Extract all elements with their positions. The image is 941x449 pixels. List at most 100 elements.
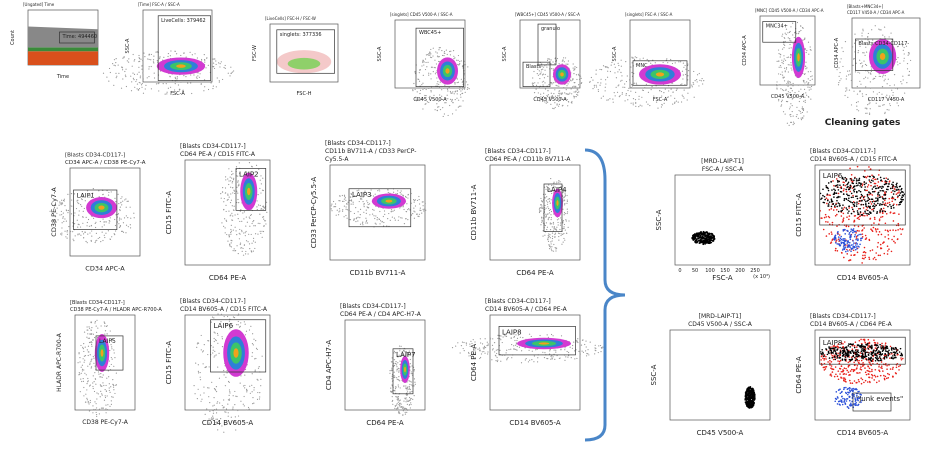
event-dot — [256, 209, 258, 211]
event-dot — [566, 85, 568, 87]
event-dot — [562, 228, 564, 230]
event-dot — [547, 75, 549, 77]
y-axis-label: CD11b BV711-A — [470, 184, 478, 240]
event-dot — [857, 71, 859, 73]
event-dot — [244, 235, 246, 237]
event-dot — [861, 183, 864, 185]
event-dot — [104, 330, 107, 332]
x-axis-label: CD45 V500-A — [413, 97, 447, 103]
event-dot — [846, 208, 849, 211]
event-dot — [853, 204, 856, 207]
event-dot — [410, 371, 412, 373]
event-dot — [408, 385, 410, 388]
event-dot — [332, 200, 335, 203]
gate — [543, 183, 563, 232]
event-dot — [545, 222, 548, 224]
event-dot — [862, 52, 864, 54]
event-dot — [479, 338, 481, 340]
event-dot — [213, 67, 216, 70]
event-dot — [850, 196, 853, 199]
event-dot — [349, 219, 352, 221]
event-dot — [895, 185, 898, 187]
event-dot — [569, 346, 571, 348]
event-dot — [56, 207, 58, 209]
event-dot — [823, 216, 826, 219]
event-dot — [902, 75, 904, 77]
event-dot — [849, 178, 852, 180]
event-dot — [165, 83, 167, 85]
event-dot — [99, 384, 101, 386]
event-dot — [125, 75, 127, 78]
event-dot — [129, 206, 131, 208]
event-dot — [88, 337, 91, 339]
event-dot — [148, 75, 150, 78]
gate-label: LAIP8 — [502, 328, 522, 336]
event-dot — [122, 78, 124, 80]
event-dot — [120, 201, 122, 203]
event-dot — [506, 359, 508, 361]
event-dot — [445, 49, 447, 51]
event-dot — [59, 201, 61, 203]
event-dot — [559, 93, 561, 95]
event-dot — [406, 391, 409, 393]
event-dot — [207, 64, 209, 66]
event-dot — [215, 418, 217, 420]
event-dot — [864, 200, 867, 203]
event-dot — [115, 384, 117, 386]
event-dot — [871, 198, 874, 201]
event-dot — [342, 209, 344, 211]
event-dot — [234, 226, 236, 228]
event-dot — [551, 95, 553, 98]
y-axis-label: CD64 PE-A — [470, 344, 478, 381]
event-dot — [346, 209, 348, 211]
event-dot — [111, 340, 113, 343]
event-dot — [122, 231, 125, 233]
event-dot — [542, 95, 545, 98]
event-dot — [368, 203, 371, 205]
event-dot — [891, 183, 893, 186]
event-dot — [238, 162, 240, 164]
event-dot — [69, 193, 71, 196]
event-dot — [412, 90, 414, 92]
event-dot — [672, 103, 674, 105]
event-dot — [520, 362, 523, 364]
event-dot — [494, 351, 496, 353]
event-dot — [622, 86, 624, 88]
event-dot — [845, 207, 848, 209]
event-dot — [117, 193, 119, 195]
event-dot — [856, 93, 859, 95]
event-dot — [487, 344, 489, 346]
event-dot — [823, 195, 826, 198]
event-dot — [782, 62, 784, 65]
event-dot — [783, 43, 785, 45]
event-dot — [543, 92, 545, 94]
event-dot — [705, 234, 708, 237]
event-dot — [413, 368, 415, 371]
event-dot — [867, 202, 870, 205]
event-dot — [208, 396, 210, 398]
event-dot — [694, 80, 696, 82]
event-dot — [789, 106, 791, 108]
event-dot — [845, 250, 847, 253]
event-dot — [550, 241, 552, 243]
event-dot — [80, 234, 82, 236]
event-dot — [875, 197, 877, 199]
event-dot — [560, 98, 562, 100]
event-dot — [551, 232, 554, 234]
event-dot — [561, 243, 563, 245]
event-dot — [491, 359, 493, 361]
event-dot — [468, 87, 470, 90]
event-dot — [617, 85, 619, 87]
event-dot — [889, 104, 891, 107]
event-dot — [96, 392, 98, 394]
event-dot — [538, 211, 541, 214]
event-dot — [228, 398, 231, 400]
event-dot — [554, 232, 557, 234]
event-dot — [426, 101, 428, 103]
event-dot — [781, 61, 783, 64]
event-dot — [539, 207, 541, 209]
event-dot — [506, 357, 508, 360]
event-dot — [849, 73, 851, 75]
event-dot — [892, 229, 894, 231]
event-dot — [489, 337, 492, 339]
